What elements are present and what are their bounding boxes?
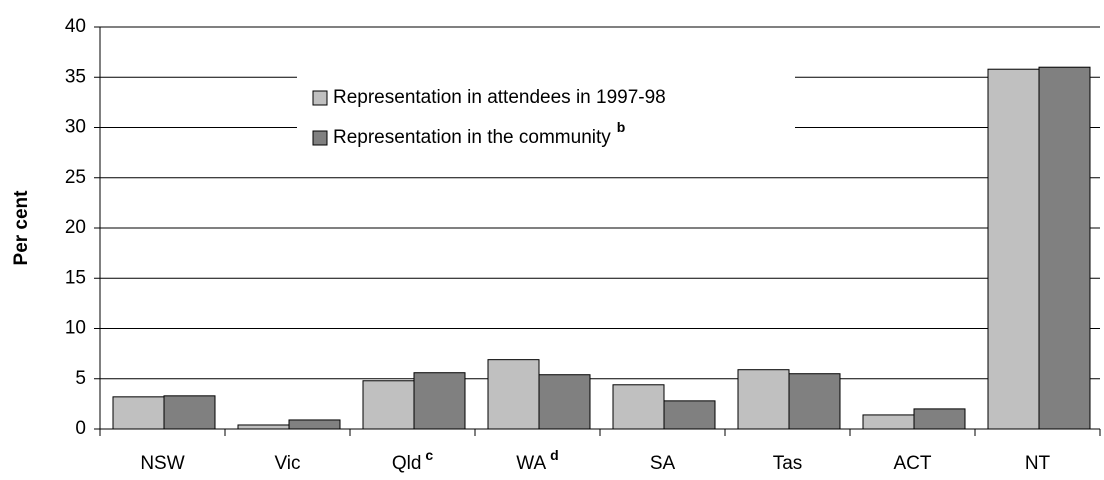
x-tick-text: Qld [392, 453, 422, 474]
y-tick-label: 20 [65, 217, 86, 238]
x-tick-text: NSW [140, 453, 184, 474]
x-tick-label: Tas [773, 453, 803, 474]
legend-note: b [617, 119, 626, 135]
y-tick-label: 30 [65, 117, 86, 138]
bar [112, 396, 165, 430]
legend: Representation in attendees in 1997-98 Re… [297, 72, 795, 148]
x-tick-label: NT [1025, 453, 1051, 474]
bar [612, 384, 665, 430]
bar [538, 374, 591, 430]
x-tick-text: SA [650, 453, 676, 474]
x-tick-note: d [550, 447, 559, 463]
x-tick-label: Qld c [392, 447, 434, 474]
bar [737, 369, 790, 430]
legend-text: Representation in attendees in 1997-98 [333, 87, 666, 108]
bar [163, 395, 216, 430]
y-tick-label: 25 [65, 167, 86, 188]
x-tick-text: NT [1025, 453, 1051, 474]
y-axis-label: Per cent [11, 190, 32, 266]
legend-label: Representation in the community b [333, 119, 625, 148]
y-tick-label: 5 [75, 368, 86, 389]
bar [663, 400, 716, 430]
x-tick-label: ACT [894, 453, 932, 474]
x-tick-label: WA d [516, 447, 558, 474]
x-tick-text: WA [516, 453, 546, 474]
x-tick-label: NSW [140, 453, 184, 474]
x-tick-text: Tas [773, 453, 803, 474]
legend-swatch [312, 130, 328, 146]
y-tick-label: 35 [65, 66, 86, 87]
x-tick-text: Vic [274, 453, 300, 474]
bar [913, 408, 966, 430]
x-tick-label: Vic [274, 453, 300, 474]
legend-text: Representation in the community [333, 127, 611, 148]
y-tick-label: 40 [65, 16, 86, 37]
y-tick-label: 0 [75, 418, 86, 439]
legend-label: Representation in attendees in 1997-98 [333, 87, 666, 108]
x-tick-text: ACT [894, 453, 932, 474]
bar [487, 359, 540, 430]
bar [362, 380, 415, 430]
bar [788, 373, 841, 430]
y-tick-label: 10 [65, 318, 86, 339]
bar [987, 68, 1040, 430]
x-tick-note: c [425, 447, 433, 463]
bar [288, 419, 341, 430]
legend-swatch [312, 90, 328, 106]
y-tick-label: 15 [65, 267, 86, 288]
bar [413, 372, 466, 430]
bar [862, 414, 915, 430]
bar [1038, 66, 1091, 430]
legend-box [297, 72, 795, 130]
x-tick-label: SA [650, 453, 676, 474]
bar [237, 424, 290, 430]
